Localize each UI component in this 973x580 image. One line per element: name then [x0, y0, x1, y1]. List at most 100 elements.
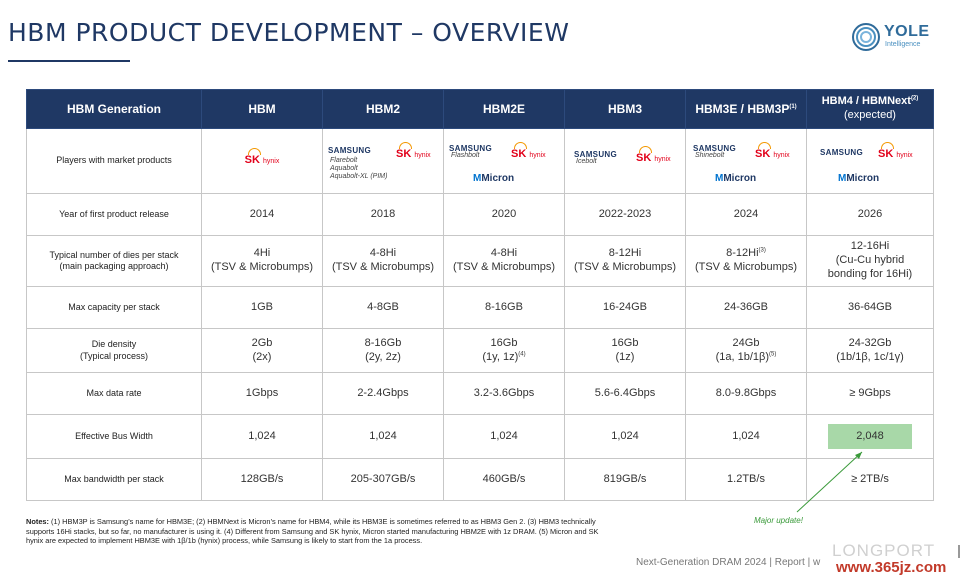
datarate-label: Max data rate [26, 372, 202, 415]
datarate-row: Max data rate 1Gbps 2-2.4Gbps 3.2-3.6Gbp… [26, 372, 934, 415]
header-hbm2: HBM2 [322, 89, 444, 129]
samsung-logo: SAMSUNG [328, 145, 371, 155]
buswidth-label: Effective Bus Width [26, 414, 202, 459]
samsung-product: Aquabolt [330, 164, 358, 172]
buswidth-value: 1,024 [322, 414, 444, 459]
major-update-label: Major update! [754, 516, 803, 525]
density-label: Die density (Typical process) [26, 328, 202, 373]
year-value: 2022-2023 [564, 193, 686, 236]
page-title: HBM PRODUCT DEVELOPMENT – OVERVIEW [8, 18, 570, 47]
header-hbm3e: HBM3E / HBM3P(1) [685, 89, 807, 129]
sk-hynix-logo: SK hynix [878, 141, 913, 160]
buswidth-row: Effective Bus Width 1,024 1,024 1,024 1,… [26, 414, 934, 459]
header-hbm: HBM [201, 89, 323, 129]
dies-value: 8-12Hi(3) (TSV & Microbumps) [685, 235, 807, 287]
header-row: HBM Generation HBM HBM2 HBM2E HBM3 HBM3E… [26, 89, 934, 129]
samsung-logo: SAMSUNG [449, 143, 492, 153]
footer-divider [958, 545, 960, 558]
datarate-value: 1Gbps [201, 372, 323, 415]
footer-text: Next-Generation DRAM 2024 | Report | w [636, 557, 821, 568]
capacity-value: 16-24GB [564, 286, 686, 329]
sk-hynix-logo: SK hynix [755, 141, 790, 160]
header-generation: HBM Generation [26, 89, 202, 129]
capacity-value: 8-16GB [443, 286, 565, 329]
capacity-value: 36-64GB [806, 286, 934, 329]
logo-sub: Intelligence [885, 41, 921, 48]
title-underline [8, 60, 130, 62]
samsung-logo: SAMSUNG [574, 149, 617, 159]
capacity-value: 4-8GB [322, 286, 444, 329]
density-value: 24-32Gb (1b/1β, 1c/1γ) [806, 328, 934, 373]
bandwidth-value: ≥ 2TB/s [806, 458, 934, 501]
micron-logo: MMicron [715, 172, 757, 184]
bandwidth-value: 1.2TB/s [685, 458, 807, 501]
density-value: 16Gb (1z) [564, 328, 686, 373]
buswidth-highlight: 2,048 [828, 423, 912, 450]
header-hbm4-sup: (2) [910, 95, 919, 102]
dies-value: 12-16Hi (Cu-Cu hybrid bonding for 16Hi) [806, 235, 934, 287]
sk-hynix-logo: SK hynix [636, 145, 671, 164]
capacity-label: Max capacity per stack [26, 286, 202, 329]
samsung-product: Aquabolt-XL (PIM) [330, 172, 388, 180]
density-value: 2Gb (2x) [201, 328, 323, 373]
micron-logo: MMicron [473, 172, 515, 184]
bandwidth-value: 819GB/s [564, 458, 686, 501]
buswidth-value: 1,024 [564, 414, 686, 459]
buswidth-highlight-cell: 2,048 [806, 414, 934, 459]
bandwidth-value: 460GB/s [443, 458, 565, 501]
longport-watermark: LONGPORT [832, 541, 936, 560]
datarate-value: 5.6-6.4Gbps [564, 372, 686, 415]
header-hbm2e: HBM2E [443, 89, 565, 129]
samsung-product: Icebolt [576, 157, 597, 165]
players-hbm3e: SAMSUNG Shinebolt SK hynix MMicron [685, 128, 807, 194]
players-hbm3: SAMSUNG Icebolt SK hynix [564, 128, 686, 194]
samsung-product: Flarebolt [330, 156, 358, 164]
bandwidth-row: Max bandwidth per stack 128GB/s 205-307G… [26, 458, 934, 501]
bandwidth-value: 205-307GB/s [322, 458, 444, 501]
capacity-row: Max capacity per stack 1GB 4-8GB 8-16GB … [26, 286, 934, 329]
logo-name: YOLE [884, 23, 930, 40]
capacity-value: 24-36GB [685, 286, 807, 329]
datarate-value: 8.0-9.8Gbps [685, 372, 807, 415]
datarate-value: 2-2.4Gbps [322, 372, 444, 415]
datarate-value: ≥ 9Gbps [806, 372, 934, 415]
players-hbm4: SAMSUNG SK hynix MMicron [806, 128, 934, 194]
year-value: 2024 [685, 193, 807, 236]
sk-hynix-logo: SK hynix [511, 141, 546, 160]
header-hbm4-expected: (expected) [844, 109, 896, 121]
players-hbm2e: SAMSUNG Flashbolt SK hynix MMicron [443, 128, 565, 194]
year-value: 2020 [443, 193, 565, 236]
players-hbm2: SAMSUNG SK hynix Flarebolt Aquabolt Aqua… [322, 128, 444, 194]
year-row: Year of first product release 2014 2018 … [26, 193, 934, 236]
header-hbm3e-sup: (1) [789, 104, 797, 110]
players-hbm: SK hynix [201, 128, 323, 194]
bandwidth-label: Max bandwidth per stack [26, 458, 202, 501]
buswidth-value: 1,024 [443, 414, 565, 459]
yole-logo: YOLE Intelligence [851, 22, 961, 52]
sk-hynix-logo: SK hynix [245, 148, 279, 166]
samsung-logo: SAMSUNG [693, 143, 736, 153]
dies-row: Typical number of dies per stack (main pa… [26, 235, 934, 287]
header-hbm4: HBM4 / HBMNext(2) (expected) [806, 89, 934, 129]
samsung-product: Flashbolt [451, 151, 480, 159]
year-value: 2026 [806, 193, 934, 236]
dies-value: 4Hi (TSV & Microbumps) [201, 235, 323, 287]
capacity-value: 1GB [201, 286, 323, 329]
year-label: Year of first product release [26, 193, 202, 236]
footnotes: Notes: (1) HBM3P is Samsung’s name for H… [26, 517, 599, 546]
header-hbm3: HBM3 [564, 89, 686, 129]
dies-value: 8-12Hi (TSV & Microbumps) [564, 235, 686, 287]
datarate-value: 3.2-3.6Gbps [443, 372, 565, 415]
buswidth-value: 1,024 [201, 414, 323, 459]
density-value: 16Gb (1y, 1z)(4) [443, 328, 565, 373]
sk-hynix-logo: SK hynix [396, 141, 431, 160]
yole-logo-icon [852, 23, 880, 51]
year-value: 2014 [201, 193, 323, 236]
density-row: Die density (Typical process) 2Gb (2x) 8-1… [26, 328, 934, 373]
header-hbm4-label: HBM4 / HBMNext [821, 95, 911, 108]
samsung-product: Shinebolt [695, 151, 725, 159]
dies-value: 4-8Hi (TSV & Microbumps) [322, 235, 444, 287]
year-value: 2018 [322, 193, 444, 236]
density-value: 24Gb (1a, 1b/1β)(5) [685, 328, 807, 373]
dies-label: Typical number of dies per stack (main pa… [26, 235, 202, 287]
